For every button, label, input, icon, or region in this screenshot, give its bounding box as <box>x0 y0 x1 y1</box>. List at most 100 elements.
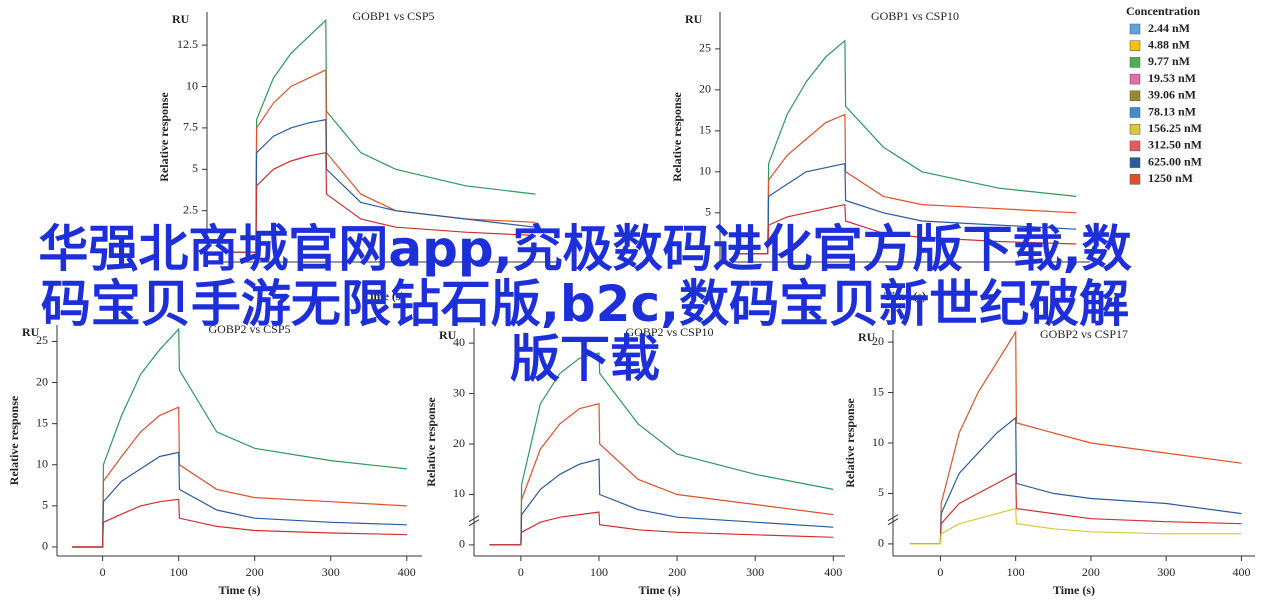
legend-label: 625.00 nM <box>1148 154 1202 168</box>
y-tick-label: 30 <box>453 385 465 399</box>
y-axis-label: Relative response <box>670 92 684 182</box>
y-unit: RU <box>439 328 457 342</box>
x-tick-label: 300 <box>746 565 764 579</box>
series-line <box>72 406 407 548</box>
x-axis-label: Time (s) <box>884 289 926 303</box>
legend-label: 312.50 nM <box>1148 138 1202 152</box>
legend-swatch <box>1129 140 1141 152</box>
x-tick-label: 300 <box>322 565 340 579</box>
y-tick-label: 10 <box>36 457 48 471</box>
y-tick-label: 0 <box>459 537 465 551</box>
legend-swatch <box>1129 40 1141 51</box>
y-tick-label: 20 <box>872 334 884 348</box>
x-tick-label: 0 <box>100 565 106 579</box>
chart-title: GOBP2 vs CSP10 <box>625 325 713 339</box>
series-line <box>489 402 834 546</box>
x-tick-label: 400 <box>824 565 842 579</box>
legend-label: 39.06 nM <box>1148 88 1196 102</box>
y-unit: RU <box>858 330 876 344</box>
y-unit: RU <box>685 12 703 26</box>
y-tick-label: 5 <box>192 161 198 175</box>
x-tick-label: 200 <box>246 565 264 579</box>
y-tick-label: 2.5 <box>183 202 198 216</box>
legend-label: 4.88 nM <box>1148 37 1190 51</box>
y-tick-label: 7.5 <box>183 120 198 134</box>
y-tick-label: 5 <box>878 485 884 499</box>
legend-title: Concentration <box>1126 4 1200 18</box>
y-tick-label: 10 <box>872 435 884 449</box>
y-tick-label: 5 <box>42 498 48 512</box>
x-axis-label: Time (s) <box>362 289 404 303</box>
legend-swatch <box>1129 107 1141 118</box>
y-tick-label: 25 <box>36 333 48 347</box>
y-tick-label: 20 <box>453 436 465 450</box>
y-tick-label: 0 <box>42 539 48 553</box>
y-tick-label: 20 <box>36 374 48 388</box>
x-tick-label: 100 <box>590 565 608 579</box>
legend-label: 156.25 nM <box>1148 121 1202 135</box>
series-line <box>910 329 1242 545</box>
series-line <box>72 451 407 548</box>
legend-label: 9.77 nM <box>1148 54 1190 68</box>
series-line <box>910 507 1242 545</box>
series-line <box>228 118 536 253</box>
overlay-title: 华强北商城官网app,究极数码进化官方版下载,数码宝贝手游无限钻石版,b2c,数… <box>38 220 1132 388</box>
legend-swatch <box>1129 23 1141 35</box>
y-unit: RU <box>22 325 40 339</box>
y-tick-label: 15 <box>872 384 884 398</box>
y-tick-label: 10 <box>453 486 465 500</box>
x-axis-label: Time (s) <box>638 583 680 597</box>
x-tick-label: 400 <box>398 565 416 579</box>
legend-swatch <box>1129 157 1141 168</box>
x-tick-label: 100 <box>170 565 188 579</box>
y-tick-label: 15 <box>36 415 48 429</box>
y-tick-label: 20 <box>699 82 711 96</box>
series-line <box>737 113 1077 255</box>
series-line <box>489 511 834 546</box>
legend-label: 2.44 nM <box>1148 21 1190 35</box>
series-line <box>737 39 1077 255</box>
y-tick-label: 10 <box>186 78 198 92</box>
y-axis-label: Relative response <box>157 92 171 182</box>
chart-title: GOBP1 vs CSP5 <box>352 9 434 23</box>
y-tick-label: 5 <box>705 205 711 219</box>
series-line <box>910 472 1242 545</box>
legend-swatch <box>1129 174 1141 185</box>
legend-swatch <box>1129 90 1141 102</box>
y-tick-label: 25 <box>699 41 711 55</box>
axis-break <box>887 514 899 526</box>
x-axis-label: Time (s) <box>1053 583 1095 597</box>
y-axis-label: Relative response <box>424 397 438 487</box>
legend-swatch <box>1129 57 1141 68</box>
x-tick-label: 0 <box>937 565 943 579</box>
y-tick-label: 15 <box>699 123 711 137</box>
axis-break <box>468 515 480 527</box>
y-axis-label: Relative response <box>843 398 857 488</box>
x-tick-label: 400 <box>1232 565 1250 579</box>
y-tick-label: 10 <box>699 164 711 178</box>
x-tick-label: 300 <box>1157 565 1175 579</box>
y-tick-label: 40 <box>453 335 465 349</box>
series-line <box>737 203 1077 255</box>
legend-label: 1250 nM <box>1148 171 1193 185</box>
x-tick-label: 0 <box>518 565 524 579</box>
series-line <box>72 498 407 548</box>
y-tick-label: 0 <box>878 536 884 550</box>
series-line <box>489 352 834 546</box>
y-tick-label: 12.5 <box>177 37 198 51</box>
y-unit: RU <box>172 12 190 26</box>
x-tick-label: 100 <box>1007 565 1025 579</box>
legend-swatch <box>1129 73 1141 85</box>
legend-swatch <box>1129 123 1141 135</box>
series-line <box>910 416 1242 545</box>
series-line <box>72 327 407 548</box>
legend-label: 19.53 nM <box>1148 71 1196 85</box>
y-axis-label: Relative response <box>7 395 21 485</box>
chart-title: GOBP2 vs CSP17 <box>1040 327 1128 341</box>
x-tick-label: 200 <box>1082 565 1100 579</box>
series-line <box>228 151 536 253</box>
legend-label: 78.13 nM <box>1148 104 1196 118</box>
series-line <box>489 458 834 546</box>
